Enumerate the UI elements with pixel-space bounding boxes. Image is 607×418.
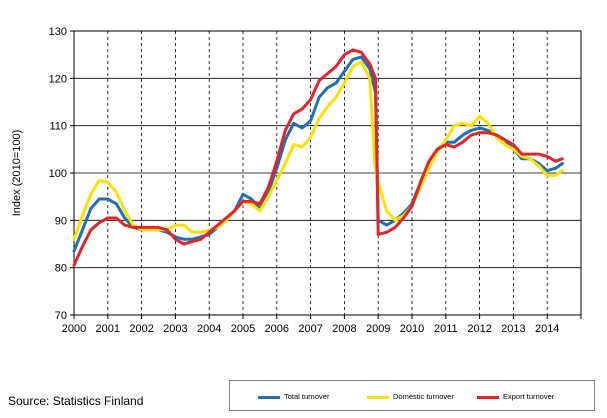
x-tick-label: 2003 xyxy=(163,323,187,335)
y-tick-label: 70 xyxy=(55,310,67,322)
series-line-export xyxy=(72,48,564,267)
legend-swatch-total xyxy=(258,396,280,399)
x-axis-ticks: 2000 2001 2002 2003 2004 2005 2006 2007 2008 2009… xyxy=(62,315,582,335)
y-tick-label: 90 xyxy=(55,215,67,227)
x-tick-label: 2013 xyxy=(501,323,525,335)
x-tick-label: 2005 xyxy=(231,323,255,335)
legend-label-domestic: Domestic turnover xyxy=(393,392,454,401)
series-lines xyxy=(72,48,564,267)
x-tick-label: 2011 xyxy=(434,323,458,335)
y-tick-label: 110 xyxy=(49,121,67,133)
y-axis-ticks: 70 80 90 100 110 120 130 xyxy=(49,26,74,322)
y-tick-label: 100 xyxy=(49,168,67,180)
legend-swatch-export xyxy=(477,396,499,399)
x-tick-label: 2002 xyxy=(129,323,153,335)
legend: Total turnover Domestic turnover Export … xyxy=(229,380,595,411)
legend-swatch-domestic xyxy=(367,396,389,399)
source-note: Source: Statistics Finland xyxy=(8,394,144,408)
x-tick-label: 2007 xyxy=(298,323,322,335)
y-axis-label: Index (2010=100) xyxy=(11,130,23,217)
x-tick-label: 2006 xyxy=(265,323,289,335)
x-tick-label: 2010 xyxy=(400,323,424,335)
legend-label-export: Export turnover xyxy=(503,392,555,401)
y-tick-label: 120 xyxy=(49,73,67,85)
x-tick-label: 2014 xyxy=(535,323,559,335)
x-tick-label: 2004 xyxy=(197,323,221,335)
legend-label-total: Total turnover xyxy=(284,392,330,401)
y-tick-label: 130 xyxy=(49,26,67,38)
series-line-total xyxy=(72,55,564,253)
x-tick-label: 2009 xyxy=(366,323,390,335)
x-tick-label: 2012 xyxy=(467,323,491,335)
y-tick-label: 80 xyxy=(55,263,67,275)
x-tick-label: 2008 xyxy=(332,323,356,335)
x-tick-label: 2000 xyxy=(62,323,86,335)
x-tick-label: 2001 xyxy=(96,323,120,335)
grid-lines xyxy=(74,31,581,315)
